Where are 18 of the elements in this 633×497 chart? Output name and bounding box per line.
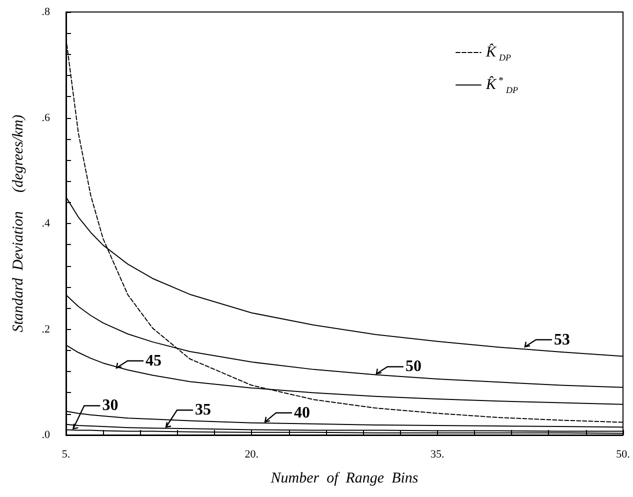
legend-label: K̂*DP xyxy=(485,76,518,95)
annotation: 45 xyxy=(146,352,162,370)
y-tick-label: .0 xyxy=(42,429,50,441)
y-tick-label: .2 xyxy=(42,323,50,336)
x-tick-label: 5. xyxy=(62,448,70,460)
y-axis-title: Standard Deviation (degrees/km) xyxy=(10,114,26,332)
annotation: 30 xyxy=(102,397,118,414)
x-tick-label: 50. xyxy=(616,448,630,460)
annotation: 50 xyxy=(405,358,422,376)
x-tick-label: 20. xyxy=(244,448,259,460)
annotation: 35 xyxy=(195,402,212,419)
y-tick-label: .8 xyxy=(42,6,50,18)
x-tick-label: 35. xyxy=(430,448,444,460)
y-tick-label: .4 xyxy=(42,218,50,230)
x-axis-title: Number of Range Bins xyxy=(270,470,418,486)
y-tick-label: .6 xyxy=(42,112,50,124)
annotation: 40 xyxy=(294,404,310,422)
annotation: 53 xyxy=(554,331,570,348)
